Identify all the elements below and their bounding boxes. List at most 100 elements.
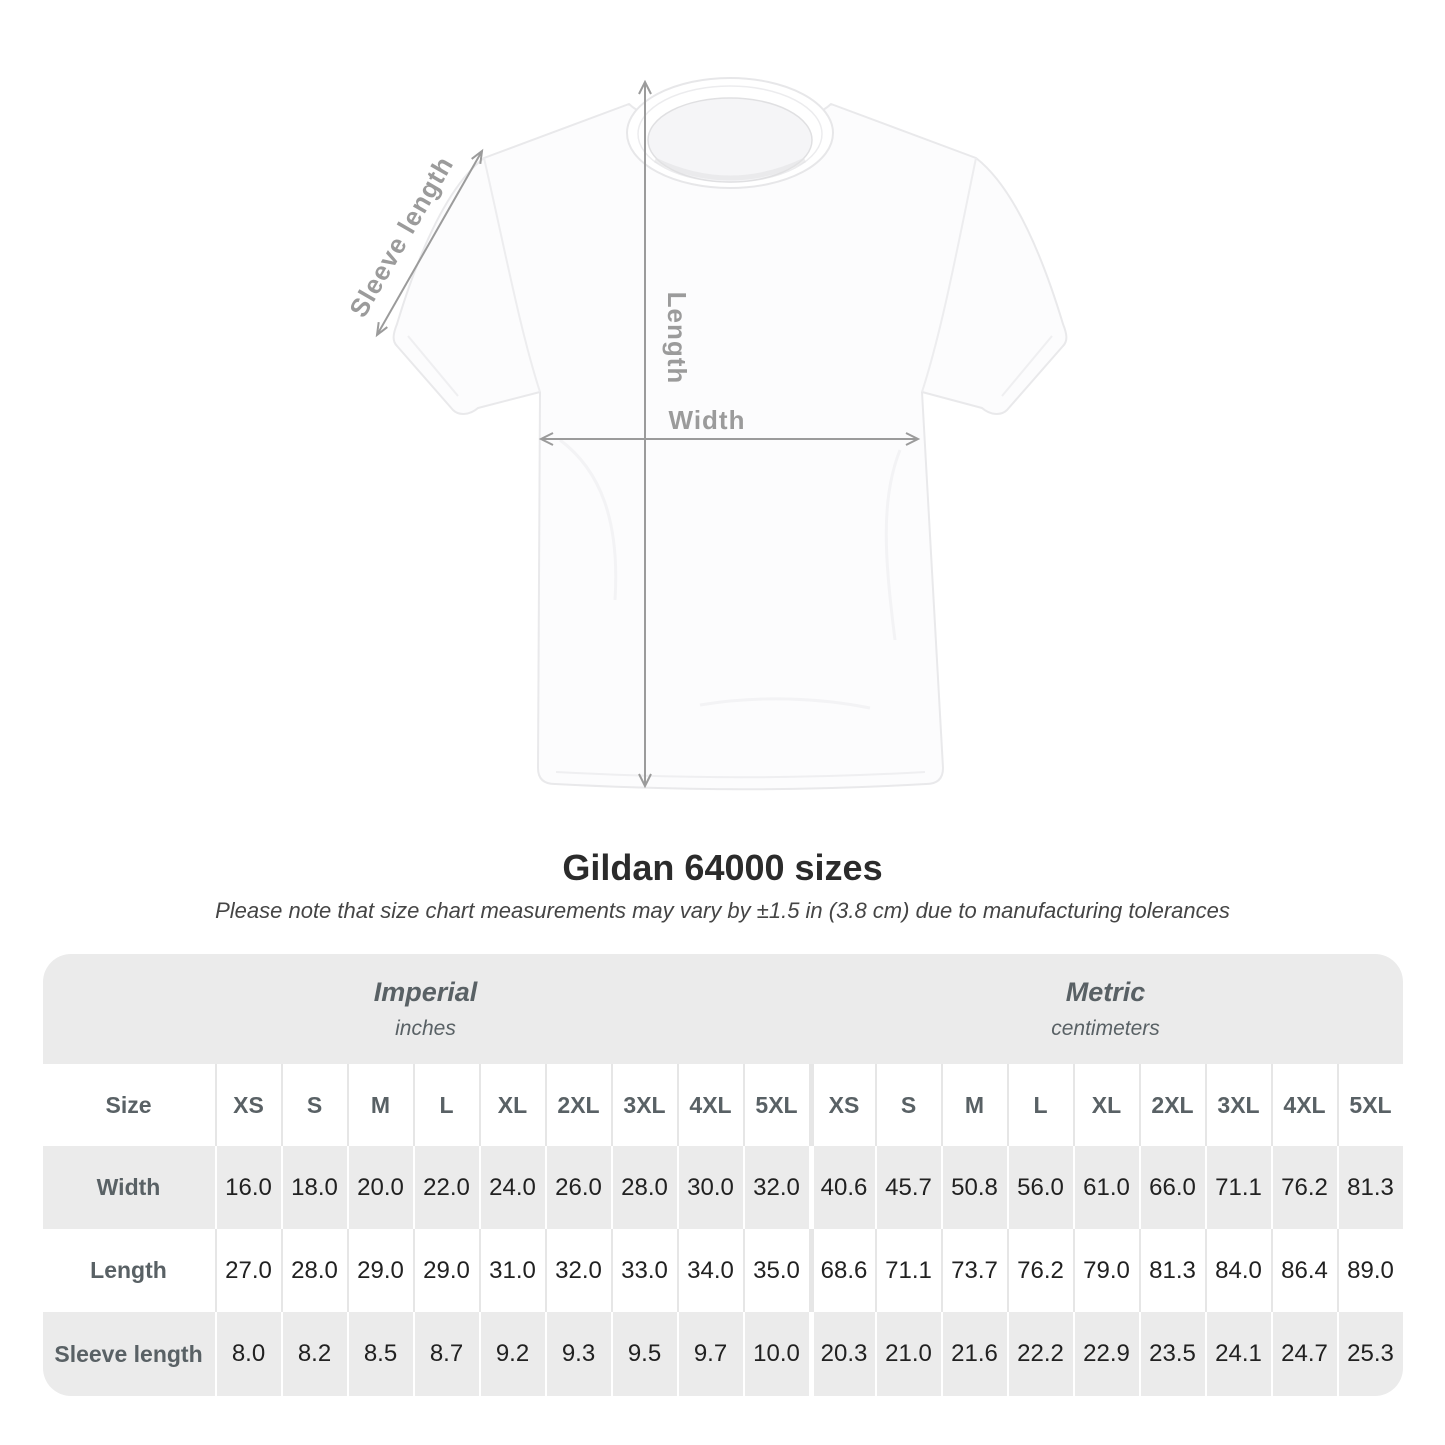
- size-col-header-imperial: 2XL: [544, 1064, 611, 1146]
- length-imperial-cell: 28.0: [280, 1229, 347, 1312]
- size-col-header-imperial: 4XL: [676, 1064, 743, 1146]
- imperial-section-header: Imperial inches: [42, 954, 809, 1064]
- length-imperial-cell: 33.0: [610, 1229, 677, 1312]
- length-imperial-cell: 27.0: [214, 1229, 281, 1312]
- left-sleeve-hem: [407, 335, 459, 397]
- tshirt-image: Sleeve length Length Width: [343, 77, 1068, 791]
- left-sleeve-seam: [483, 157, 541, 393]
- sleeve-length-arrow: [375, 148, 484, 338]
- width-metric-cell: 45.7: [874, 1146, 941, 1229]
- sleeve-imperial-cell: 9.3: [544, 1312, 611, 1396]
- sleeve-imperial-cell: 8.2: [280, 1312, 347, 1396]
- width-arrow: [538, 432, 921, 446]
- sleeve-imperial-cell: 8.0: [214, 1312, 281, 1396]
- width-imperial-cell: 18.0: [280, 1146, 347, 1229]
- metric-section-header: Metric centimeters: [808, 954, 1403, 1064]
- size-col-header-imperial: M: [346, 1064, 413, 1146]
- metric-section-title: Metric: [1065, 977, 1146, 1007]
- row-label-width: Width: [42, 1146, 215, 1229]
- sleeve-imperial-cell: 8.7: [412, 1312, 479, 1396]
- length-metric-cell: 68.6: [808, 1229, 875, 1312]
- sleeve-metric-cell: 22.9: [1072, 1312, 1139, 1396]
- size-col-header-imperial: XS: [214, 1064, 281, 1146]
- sleeve-imperial-cell: 10.0: [742, 1312, 809, 1396]
- sleeve-metric-cell: 23.5: [1138, 1312, 1205, 1396]
- length-imperial-cell: 34.0: [676, 1229, 743, 1312]
- size-col-header-metric: L: [1006, 1064, 1073, 1146]
- row-label-sleeve-length: Sleeve length: [42, 1312, 215, 1396]
- sleeve-metric-cell: 22.2: [1006, 1312, 1073, 1396]
- sleeve-metric-cell: 24.1: [1204, 1312, 1271, 1396]
- size-col-header-metric: XL: [1072, 1064, 1139, 1146]
- right-sleeve-hem: [1001, 335, 1053, 397]
- width-imperial-cell: 32.0: [742, 1146, 809, 1229]
- size-col-header-metric: 2XL: [1138, 1064, 1205, 1146]
- length-imperial-cell: 29.0: [412, 1229, 479, 1312]
- width-metric-cell: 61.0: [1072, 1146, 1139, 1229]
- width-metric-cell: 81.3: [1336, 1146, 1403, 1229]
- size-col-header-imperial: 3XL: [610, 1064, 677, 1146]
- tolerance-note: Please note that size chart measurements…: [215, 898, 1230, 923]
- sleeve-imperial-cell: 9.2: [478, 1312, 545, 1396]
- size-col-header-metric: 5XL: [1336, 1064, 1403, 1146]
- width-metric-cell: 56.0: [1006, 1146, 1073, 1229]
- length-metric-cell: 89.0: [1336, 1229, 1403, 1312]
- sleeve-metric-cell: 21.0: [874, 1312, 941, 1396]
- sleeve-metric-cell: 20.3: [808, 1312, 875, 1396]
- length-metric-cell: 76.2: [1006, 1229, 1073, 1312]
- length-metric-cell: 81.3: [1138, 1229, 1205, 1312]
- width-metric-cell: 50.8: [940, 1146, 1007, 1229]
- wrinkle: [884, 449, 902, 641]
- width-metric-cell: 40.6: [808, 1146, 875, 1229]
- tshirt-measurement-diagram: Sleeve length Length Width: [343, 77, 1068, 791]
- width-metric-cell: 66.0: [1138, 1146, 1205, 1229]
- sleeve-metric-cell: 24.7: [1270, 1312, 1337, 1396]
- sleeve-metric-cell: 21.6: [940, 1312, 1007, 1396]
- width-imperial-cell: 30.0: [676, 1146, 743, 1229]
- tshirt-body: [392, 103, 1068, 791]
- collar-inner-shadow: [653, 157, 807, 181]
- page-title: Gildan 64000 sizes: [562, 847, 883, 888]
- width-imperial-cell: 28.0: [610, 1146, 677, 1229]
- corner-size-label: Size: [42, 1064, 215, 1146]
- length-imperial-cell: 32.0: [544, 1229, 611, 1312]
- size-col-header-metric: 3XL: [1204, 1064, 1271, 1146]
- length-metric-cell: 73.7: [940, 1229, 1007, 1312]
- size-col-header-imperial: L: [412, 1064, 479, 1146]
- length-metric-cell: 79.0: [1072, 1229, 1139, 1312]
- row-label-length: Length: [42, 1229, 215, 1312]
- length-arrow: [638, 79, 652, 789]
- sleeve-imperial-cell: 9.7: [676, 1312, 743, 1396]
- size-col-header-imperial: XL: [478, 1064, 545, 1146]
- length-imperial-cell: 35.0: [742, 1229, 809, 1312]
- length-metric-cell: 84.0: [1204, 1229, 1271, 1312]
- size-chart-table: Imperial inches Metric centimeters Size …: [42, 954, 1403, 1396]
- wrinkle: [699, 697, 871, 710]
- width-label: Width: [669, 405, 746, 435]
- bottom-hem: [555, 771, 926, 779]
- sleeve-metric-cell: 25.3: [1336, 1312, 1403, 1396]
- size-col-header-metric: M: [940, 1064, 1007, 1146]
- size-col-header-imperial: 5XL: [742, 1064, 809, 1146]
- sleeve-imperial-cell: 9.5: [610, 1312, 677, 1396]
- size-col-header-metric: XS: [808, 1064, 875, 1146]
- width-imperial-cell: 20.0: [346, 1146, 413, 1229]
- length-imperial-cell: 31.0: [478, 1229, 545, 1312]
- imperial-section-unit: inches: [395, 1017, 456, 1040]
- width-imperial-cell: 26.0: [544, 1146, 611, 1229]
- width-imperial-cell: 16.0: [214, 1146, 281, 1229]
- length-metric-cell: 86.4: [1270, 1229, 1337, 1312]
- size-col-header-imperial: S: [280, 1064, 347, 1146]
- imperial-section-title: Imperial: [373, 977, 478, 1007]
- metric-section-unit: centimeters: [1051, 1017, 1160, 1040]
- width-metric-cell: 71.1: [1204, 1146, 1271, 1229]
- length-metric-cell: 71.1: [874, 1229, 941, 1312]
- sleeve-imperial-cell: 8.5: [346, 1312, 413, 1396]
- size-col-header-metric: 4XL: [1270, 1064, 1337, 1146]
- length-label: Length: [662, 292, 692, 385]
- size-col-header-metric: S: [874, 1064, 941, 1146]
- collar-opening: [647, 97, 813, 183]
- width-metric-cell: 76.2: [1270, 1146, 1337, 1229]
- right-sleeve-seam: [921, 157, 977, 393]
